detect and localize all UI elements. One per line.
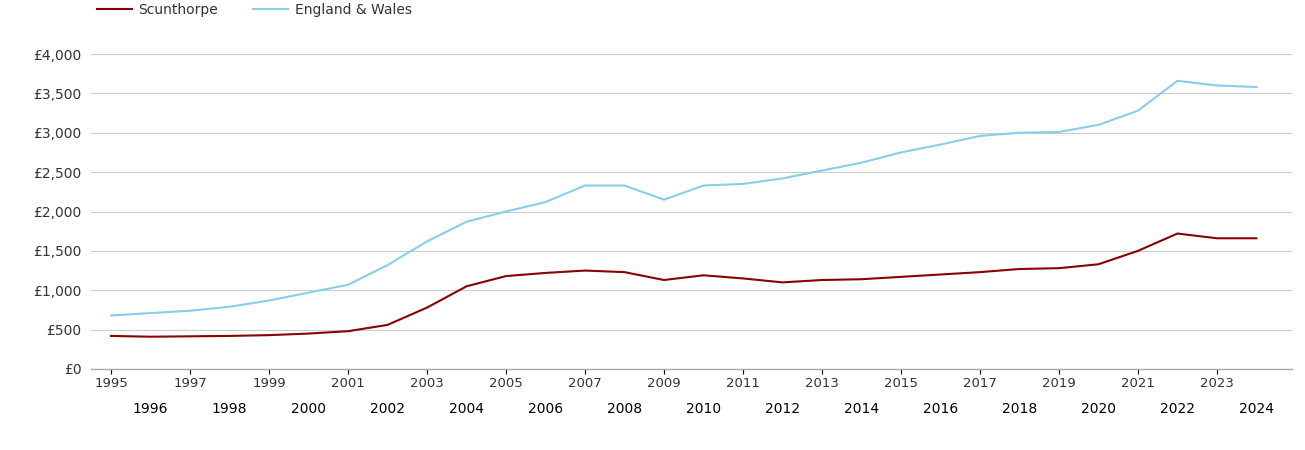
Scunthorpe xyxy=(933,272,949,277)
Scunthorpe xyxy=(893,274,908,279)
England & Wales xyxy=(459,219,475,225)
Scunthorpe xyxy=(499,273,514,279)
England & Wales xyxy=(933,142,949,147)
England & Wales xyxy=(972,133,988,139)
Scunthorpe xyxy=(222,333,238,338)
England & Wales xyxy=(656,197,672,202)
England & Wales xyxy=(1169,78,1185,84)
Scunthorpe xyxy=(735,276,750,281)
England & Wales xyxy=(103,313,119,318)
Scunthorpe xyxy=(142,334,158,339)
Scunthorpe xyxy=(853,276,869,282)
England & Wales xyxy=(499,209,514,214)
Scunthorpe xyxy=(617,270,633,275)
Scunthorpe xyxy=(183,333,198,339)
Scunthorpe xyxy=(656,277,672,283)
England & Wales xyxy=(300,290,316,295)
England & Wales xyxy=(380,262,395,268)
Scunthorpe xyxy=(775,279,791,285)
England & Wales xyxy=(814,168,830,173)
Scunthorpe xyxy=(1210,236,1225,241)
Scunthorpe xyxy=(103,333,119,338)
England & Wales xyxy=(1091,122,1107,128)
Legend: Scunthorpe, England & Wales: Scunthorpe, England & Wales xyxy=(91,0,418,22)
England & Wales xyxy=(577,183,592,188)
Scunthorpe xyxy=(1051,266,1066,271)
Scunthorpe xyxy=(1091,261,1107,267)
Scunthorpe xyxy=(459,284,475,289)
Scunthorpe xyxy=(538,270,553,275)
Scunthorpe xyxy=(577,268,592,273)
England & Wales xyxy=(1249,84,1265,90)
England & Wales xyxy=(183,308,198,313)
England & Wales xyxy=(419,238,435,244)
Scunthorpe xyxy=(261,333,277,338)
England & Wales xyxy=(222,304,238,310)
England & Wales xyxy=(341,282,356,288)
Scunthorpe xyxy=(380,322,395,328)
England & Wales xyxy=(853,160,869,165)
Scunthorpe xyxy=(341,328,356,334)
Scunthorpe xyxy=(419,305,435,310)
England & Wales xyxy=(617,183,633,188)
Scunthorpe xyxy=(696,273,711,278)
Scunthorpe xyxy=(300,331,316,336)
England & Wales xyxy=(261,298,277,303)
England & Wales xyxy=(142,310,158,316)
Scunthorpe xyxy=(814,277,830,283)
England & Wales xyxy=(775,176,791,181)
England & Wales xyxy=(538,199,553,205)
Line: Scunthorpe: Scunthorpe xyxy=(111,234,1257,337)
Scunthorpe xyxy=(1169,231,1185,236)
England & Wales xyxy=(1011,130,1027,135)
England & Wales xyxy=(696,183,711,188)
England & Wales xyxy=(1130,108,1146,113)
Line: England & Wales: England & Wales xyxy=(111,81,1257,315)
Scunthorpe xyxy=(1011,266,1027,272)
England & Wales xyxy=(735,181,750,187)
Scunthorpe xyxy=(1130,248,1146,253)
England & Wales xyxy=(893,150,908,155)
Scunthorpe xyxy=(972,270,988,275)
England & Wales xyxy=(1210,83,1225,88)
England & Wales xyxy=(1051,129,1066,135)
Scunthorpe xyxy=(1249,236,1265,241)
